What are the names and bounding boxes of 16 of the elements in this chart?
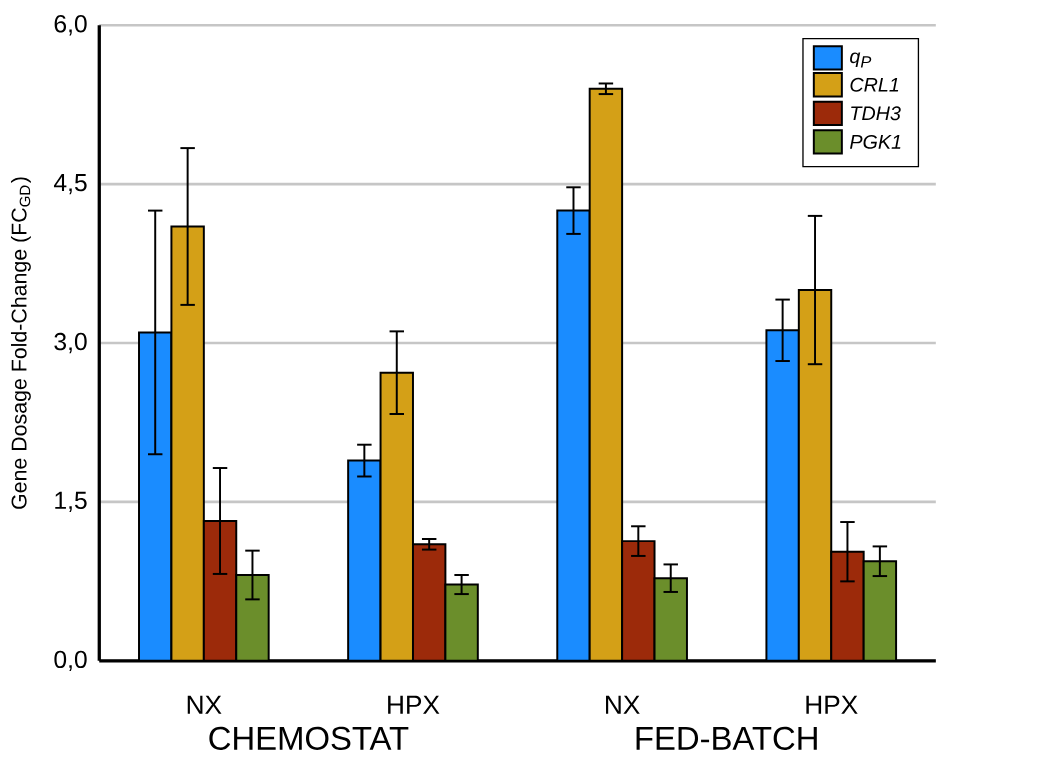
y-tick-label: 3,0 [54,332,87,354]
legend-label: PGK1 [850,134,901,149]
y-axis-title: Gene Dosage Fold-Change (FC$_{GD}$) [10,177,31,509]
legend-label: TDH3 [851,106,901,121]
x-tick-label: NX [606,695,640,714]
text: CHEMOSTAT [209,726,409,751]
y-tick-label: 4,5 [53,174,87,195]
y-tick-label: 6,0 [54,15,87,36]
y-tick-label: 1,5 [55,491,87,513]
legend-label: CRL1 [850,77,899,92]
x-tick-label: NX [187,695,222,714]
x-tick-label: HPX [806,695,858,714]
legend-label: q$_{P}$ [850,52,872,68]
x-tick-label: HPX [388,695,440,714]
y-tick-label: 0,0 [54,650,87,672]
text: FED-BATCH [636,726,817,751]
